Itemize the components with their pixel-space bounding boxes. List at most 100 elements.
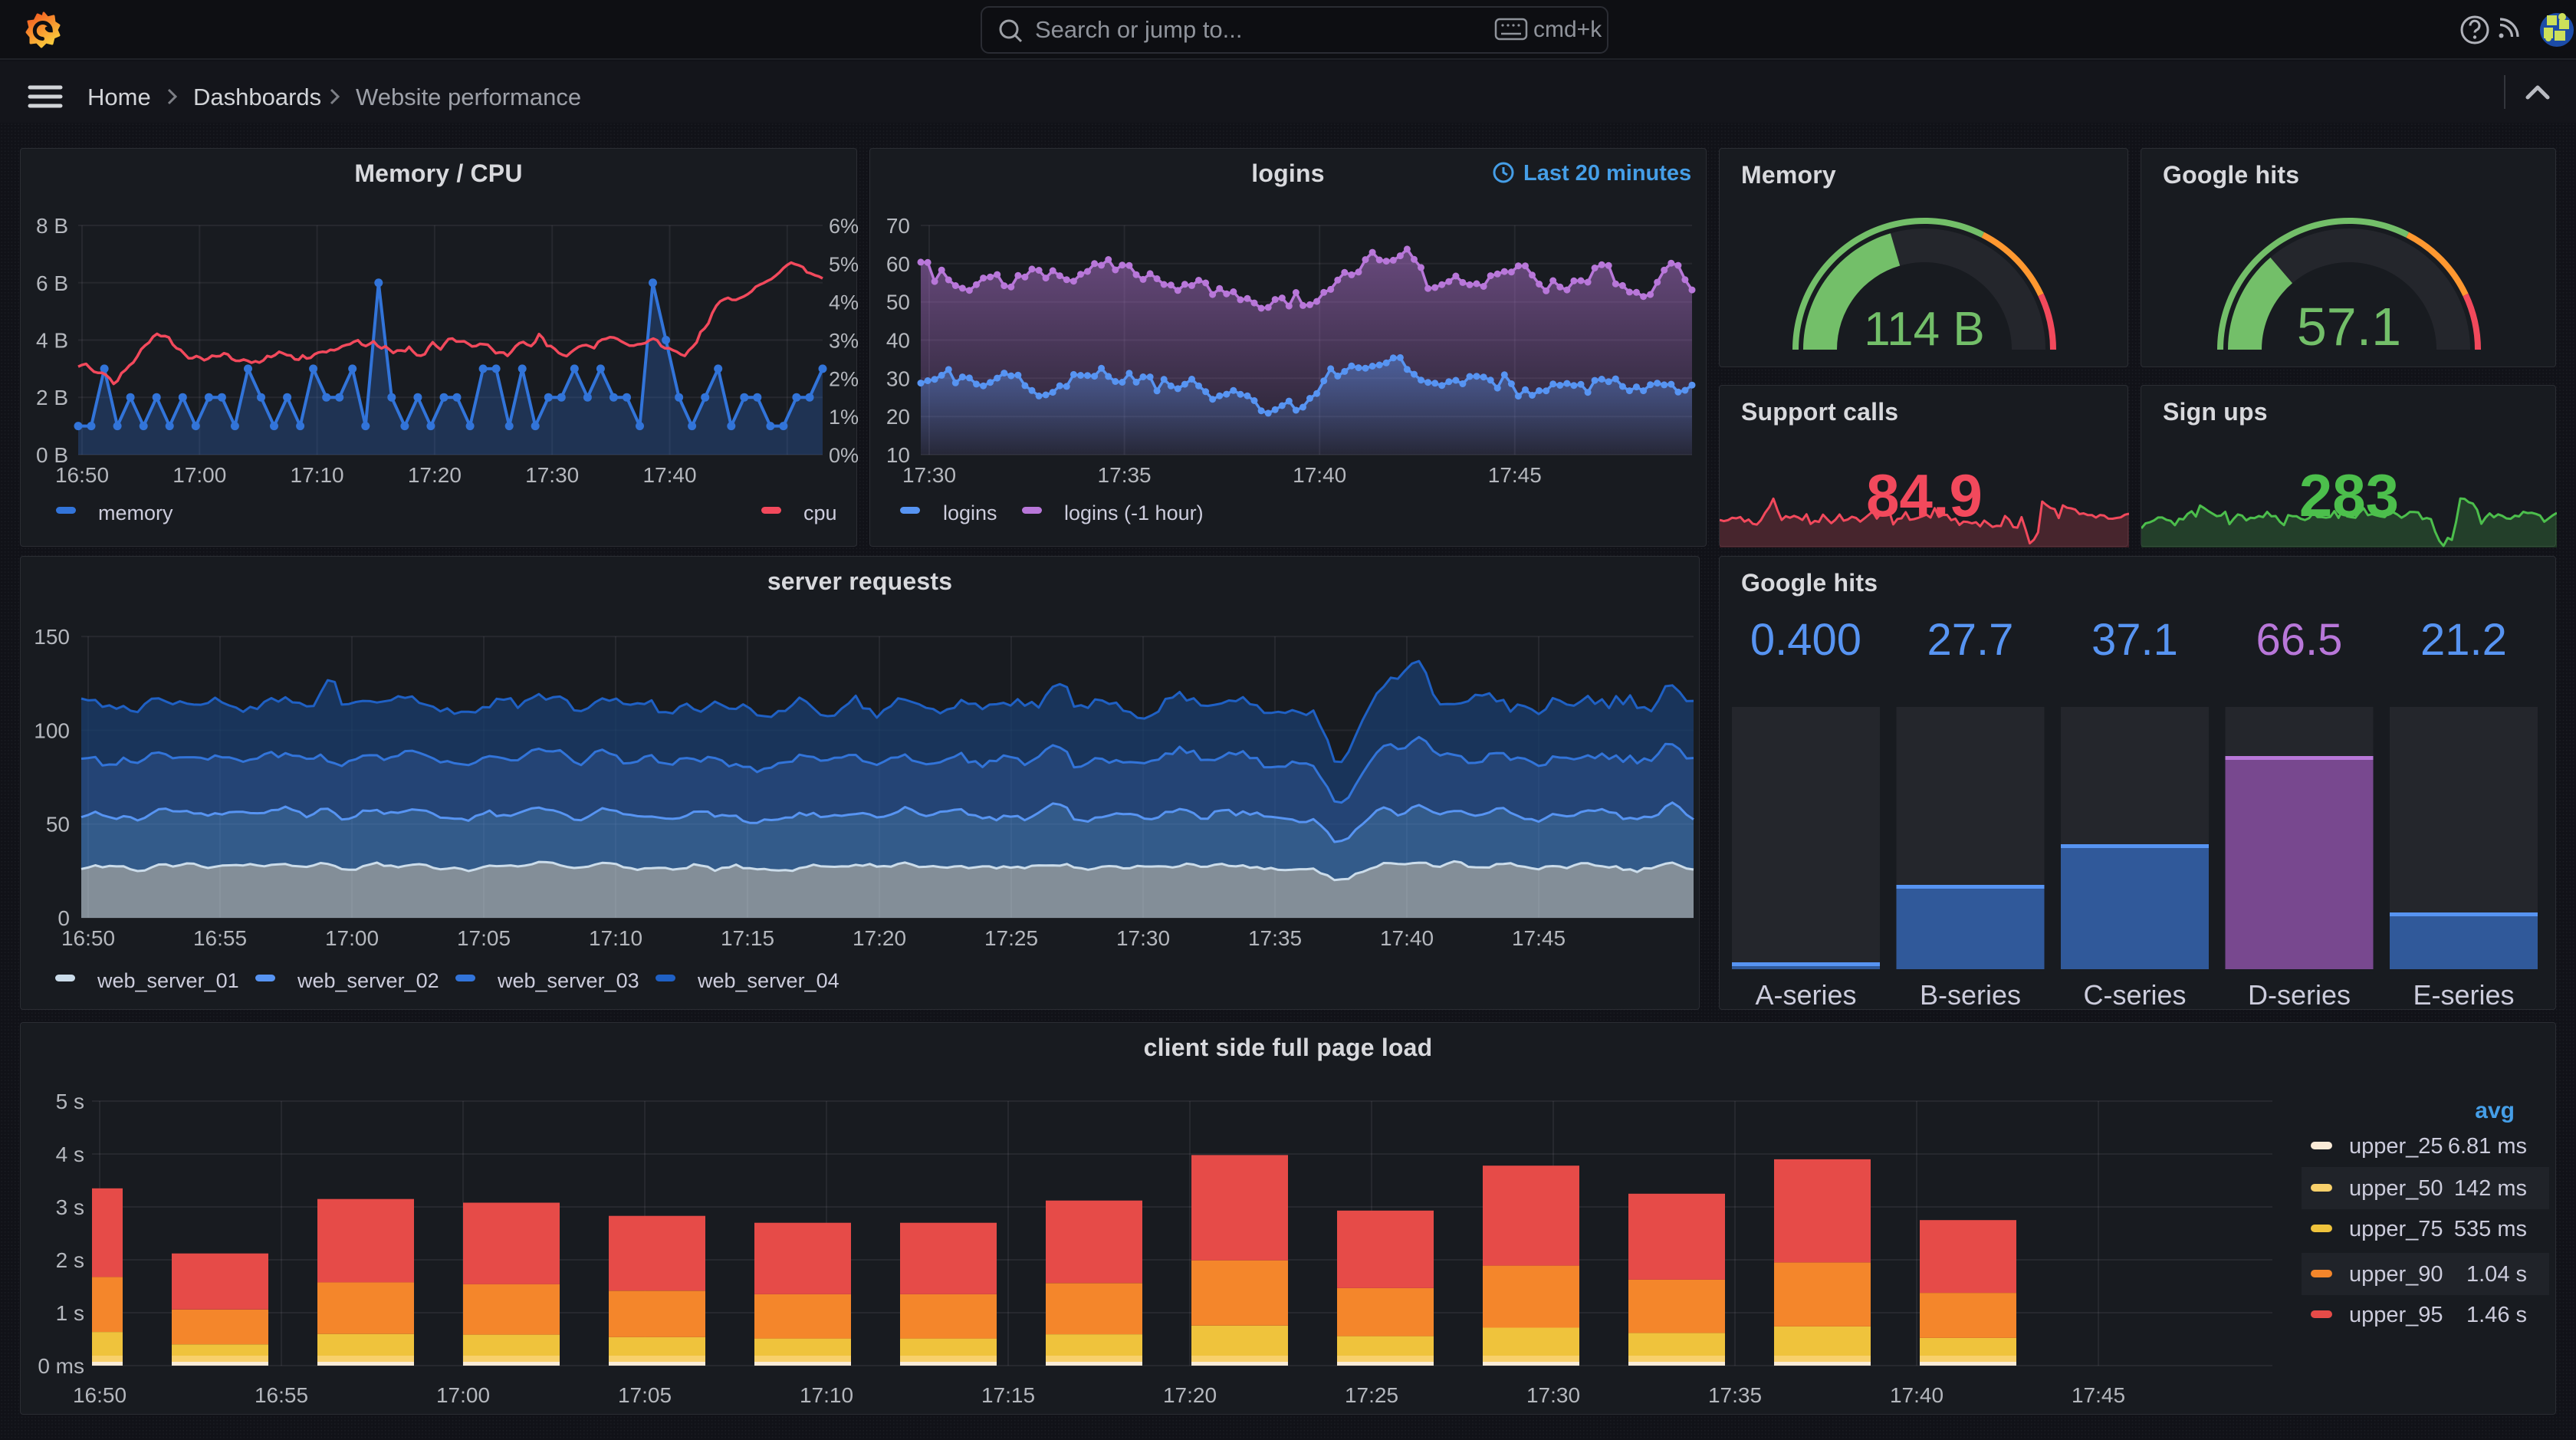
svg-text:avg: avg (2475, 1098, 2515, 1123)
svg-text:E-series: E-series (2413, 979, 2514, 1011)
svg-text:Search or jump to...: Search or jump to... (1035, 16, 1243, 43)
svg-text:57.1: 57.1 (2297, 297, 2401, 357)
svg-text:B-series: B-series (1920, 979, 2021, 1011)
svg-text:2%: 2% (829, 367, 858, 390)
svg-text:6.81 ms: 6.81 ms (2448, 1134, 2527, 1159)
svg-text:17:30: 17:30 (1116, 926, 1170, 950)
svg-text:6 B: 6 B (36, 271, 68, 295)
svg-text:60: 60 (886, 252, 910, 276)
svg-text:4 B: 4 B (36, 329, 68, 353)
svg-text:17:05: 17:05 (457, 926, 511, 950)
svg-text:283: 283 (2299, 462, 2399, 529)
svg-text:114 B: 114 B (1864, 303, 1984, 356)
svg-text:upper_95: upper_95 (2349, 1303, 2443, 1327)
svg-text:17:00: 17:00 (325, 926, 379, 950)
svg-text:cpu: cpu (803, 501, 837, 524)
svg-text:17:45: 17:45 (2072, 1383, 2125, 1407)
svg-text:17:10: 17:10 (800, 1383, 853, 1407)
svg-text:17:00: 17:00 (436, 1383, 490, 1407)
svg-text:17:10: 17:10 (589, 926, 642, 950)
svg-text:17:10: 17:10 (291, 463, 344, 487)
svg-text:40: 40 (886, 329, 910, 353)
svg-text:web_server_02: web_server_02 (297, 969, 439, 992)
svg-text:D-series: D-series (2248, 979, 2351, 1011)
svg-text:17:45: 17:45 (1512, 926, 1566, 950)
svg-text:upper_25: upper_25 (2349, 1134, 2443, 1159)
svg-text:1.46 s: 1.46 s (2466, 1303, 2527, 1327)
svg-text:17:25: 17:25 (984, 926, 1038, 950)
svg-text:142 ms: 142 ms (2454, 1176, 2527, 1201)
svg-text:4%: 4% (829, 291, 858, 314)
svg-text:100: 100 (34, 718, 70, 742)
svg-text:17:05: 17:05 (618, 1383, 672, 1407)
svg-text:17:45: 17:45 (1488, 463, 1542, 487)
svg-text:Last 20 minutes: Last 20 minutes (1523, 161, 1691, 186)
svg-text:upper_90: upper_90 (2349, 1262, 2443, 1287)
svg-text:20: 20 (886, 405, 910, 429)
svg-text:16:50: 16:50 (61, 926, 115, 950)
svg-text:Website performance: Website performance (356, 84, 581, 110)
svg-text:upper_50: upper_50 (2349, 1176, 2443, 1201)
svg-text:17:35: 17:35 (1708, 1383, 1762, 1407)
svg-text:66.5: 66.5 (2256, 615, 2343, 665)
svg-text:16:55: 16:55 (193, 926, 247, 950)
svg-text:1%: 1% (829, 406, 858, 429)
svg-text:37.1: 37.1 (2091, 615, 2178, 665)
svg-text:535 ms: 535 ms (2454, 1217, 2527, 1241)
svg-text:17:20: 17:20 (853, 926, 906, 950)
svg-text:10: 10 (886, 443, 910, 467)
svg-text:30: 30 (886, 367, 910, 390)
svg-text:web_server_03: web_server_03 (497, 969, 639, 992)
svg-text:17:35: 17:35 (1098, 463, 1152, 487)
svg-text:3 s: 3 s (56, 1195, 84, 1219)
svg-text:5%: 5% (829, 253, 858, 276)
svg-text:17:40: 17:40 (1890, 1383, 1944, 1407)
svg-text:17:20: 17:20 (408, 463, 462, 487)
svg-text:memory: memory (98, 501, 173, 524)
svg-text:logins (-1 hour): logins (-1 hour) (1064, 501, 1204, 524)
svg-text:A-series: A-series (1755, 979, 1856, 1011)
svg-text:17:20: 17:20 (1163, 1383, 1217, 1407)
svg-text:1 s: 1 s (56, 1301, 84, 1325)
svg-text:17:25: 17:25 (1345, 1383, 1398, 1407)
svg-text:5 s: 5 s (56, 1090, 84, 1113)
svg-text:70: 70 (886, 214, 910, 238)
svg-text:17:15: 17:15 (721, 926, 774, 950)
svg-text:2 B: 2 B (36, 386, 68, 409)
svg-text:0 ms: 0 ms (38, 1354, 84, 1378)
svg-text:0.400: 0.400 (1750, 615, 1861, 665)
svg-text:50: 50 (46, 813, 70, 837)
svg-text:27.7: 27.7 (1927, 615, 2014, 665)
svg-text:8 B: 8 B (36, 214, 68, 238)
svg-text:upper_75: upper_75 (2349, 1217, 2443, 1241)
svg-text:Dashboards: Dashboards (193, 84, 321, 110)
svg-text:17:30: 17:30 (525, 463, 579, 487)
svg-text:17:40: 17:40 (1293, 463, 1346, 487)
svg-text:Home: Home (87, 84, 151, 110)
svg-text:0 B: 0 B (36, 443, 68, 467)
svg-text:0%: 0% (829, 444, 858, 467)
svg-text:17:15: 17:15 (981, 1383, 1035, 1407)
svg-text:C-series: C-series (2083, 979, 2186, 1011)
svg-text:16:55: 16:55 (255, 1383, 308, 1407)
svg-text:1.04 s: 1.04 s (2466, 1262, 2527, 1287)
svg-text:16:50: 16:50 (73, 1383, 127, 1407)
svg-text:17:30: 17:30 (1526, 1383, 1580, 1407)
svg-text:17:30: 17:30 (902, 463, 956, 487)
svg-text:16:50: 16:50 (55, 463, 109, 487)
svg-text:6%: 6% (829, 215, 858, 238)
svg-text:logins: logins (943, 501, 997, 524)
svg-text:3%: 3% (829, 330, 858, 353)
svg-text:cmd+k: cmd+k (1533, 17, 1602, 42)
svg-text:web_server_04: web_server_04 (697, 969, 840, 992)
svg-text:150: 150 (34, 625, 70, 649)
svg-text:17:35: 17:35 (1248, 926, 1302, 950)
svg-text:84.9: 84.9 (1866, 462, 1983, 529)
svg-text:2 s: 2 s (56, 1248, 84, 1272)
svg-text:21.2: 21.2 (2420, 615, 2507, 665)
svg-text:0: 0 (58, 906, 70, 930)
svg-text:17:00: 17:00 (172, 463, 226, 487)
svg-text:17:40: 17:40 (1380, 926, 1434, 950)
svg-text:17:40: 17:40 (642, 463, 696, 487)
svg-text:4 s: 4 s (56, 1142, 84, 1166)
